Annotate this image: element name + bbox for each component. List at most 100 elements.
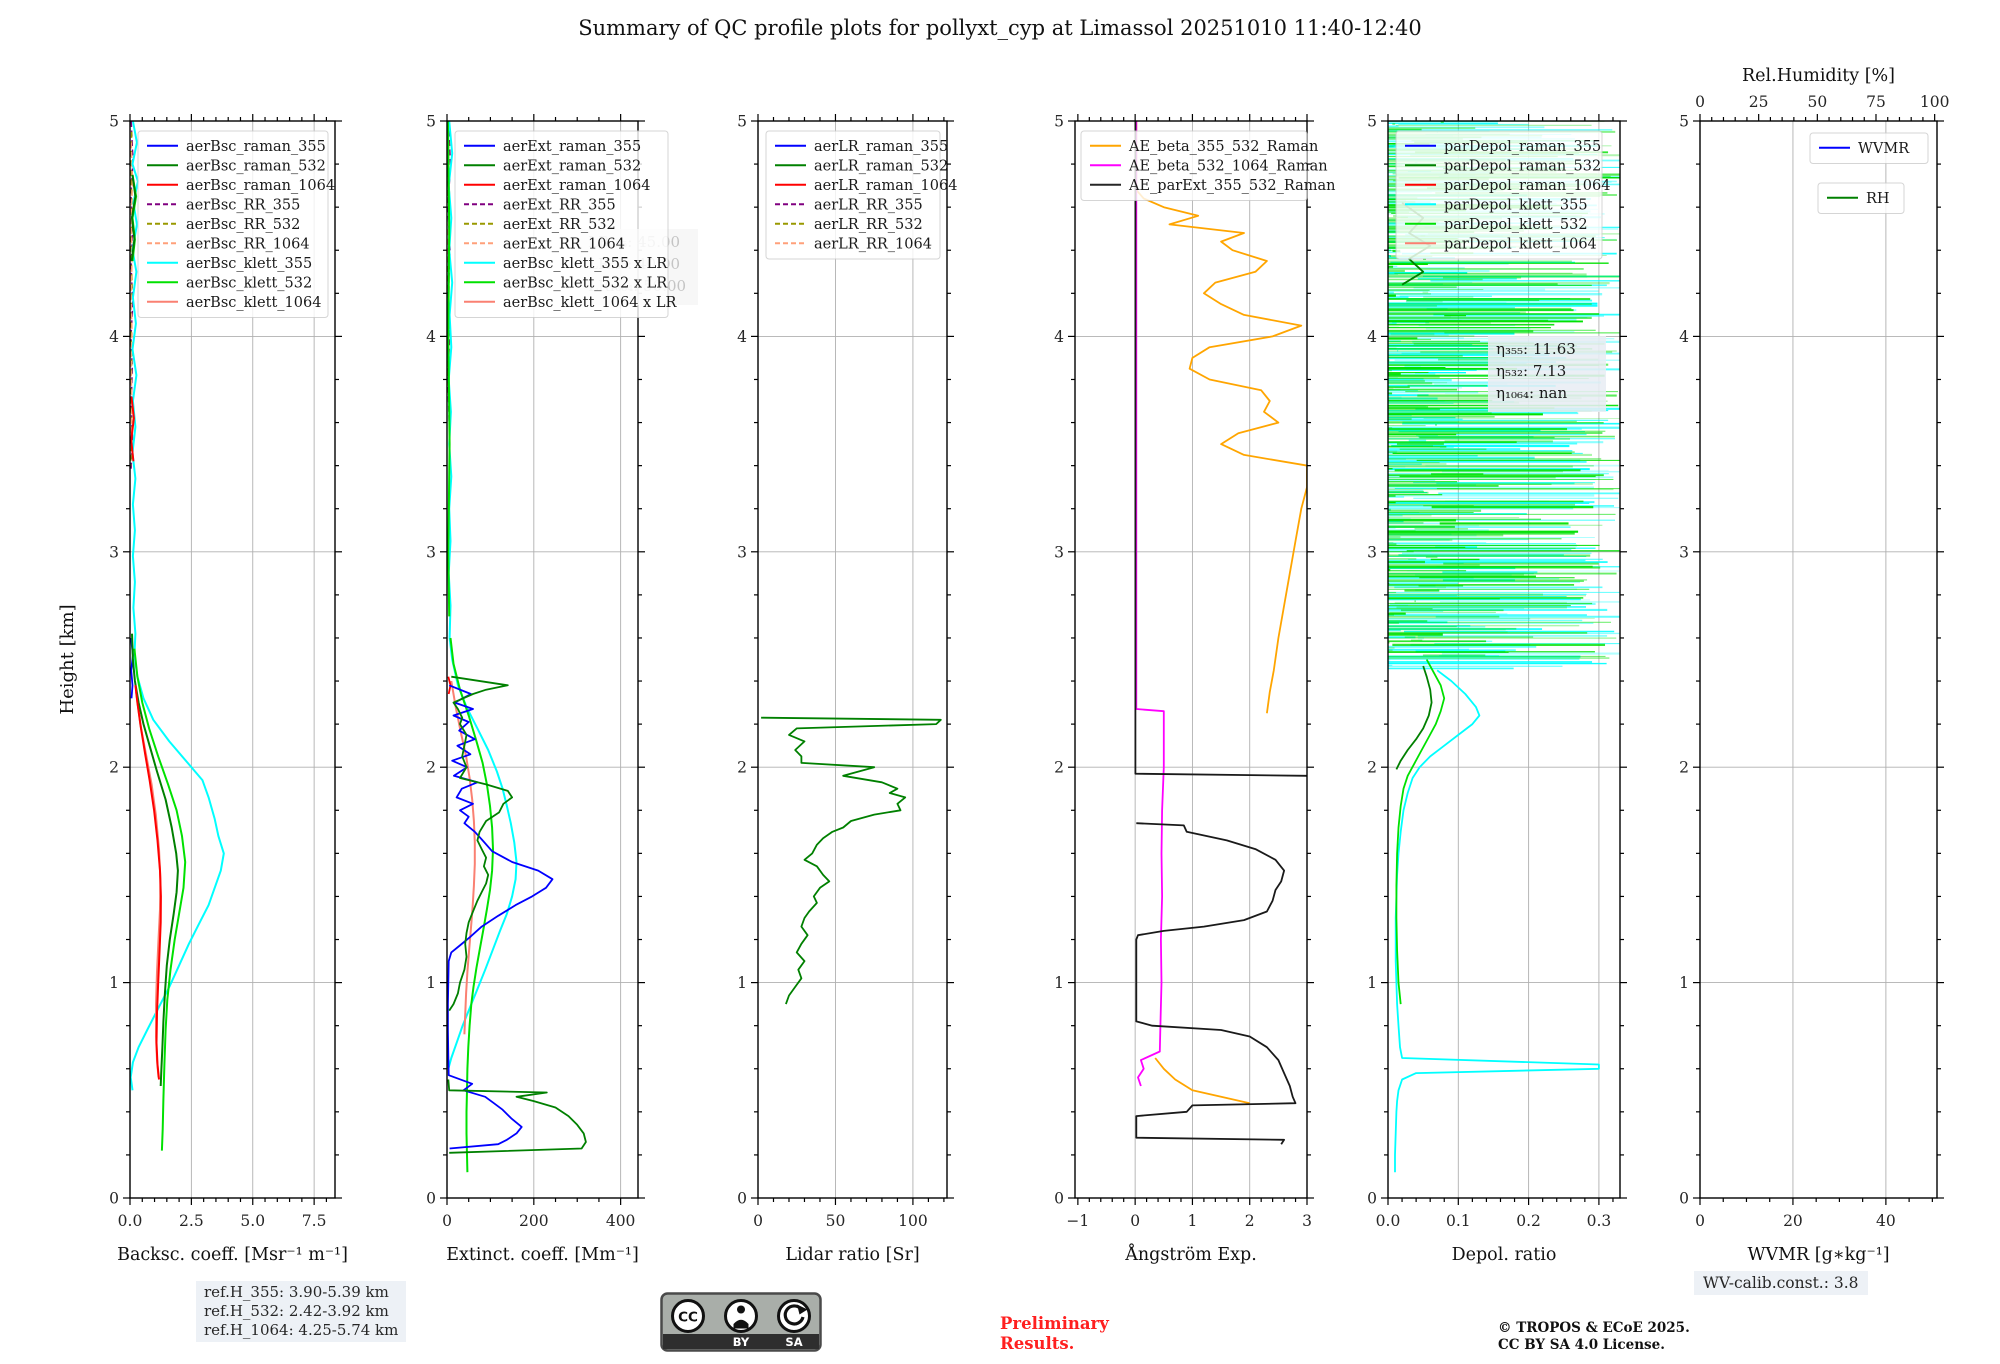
- legend-ext-0: aerExt_raman_355 aerExt_raman_532 aerExt_r…: [454, 130, 677, 318]
- legend-label-parDepol_raman_532: parDepol_raman_532: [1444, 158, 1601, 174]
- y-tick-label: 1: [1054, 974, 1064, 992]
- legend-label-aerBsc_klett_532 x LR: aerBsc_klett_532 x LR: [503, 275, 668, 291]
- axes-frame-ext: [446, 120, 639, 1199]
- preliminary-results-note: Preliminary Results.: [1000, 1314, 1109, 1353]
- x-tick-label: 7.5: [302, 1212, 327, 1230]
- legend-label-aerExt_RR_1064: aerExt_RR_1064: [503, 236, 625, 252]
- ticks-bsc: [123, 114, 342, 1205]
- y-tick-label: 2: [1054, 759, 1064, 777]
- legend-label-aerBsc_klett_532: aerBsc_klett_532: [186, 275, 312, 291]
- x-tick-label: 200: [519, 1212, 549, 1230]
- legend-label-aerLR_RR_532: aerLR_RR_532: [814, 217, 923, 233]
- ticks-lr: [751, 114, 954, 1205]
- series-aerExt_raman_532: [447, 1079, 587, 1154]
- person-head: [737, 1305, 745, 1314]
- top-tick-label: 100: [1920, 93, 1950, 111]
- x-tick-label: 0: [753, 1212, 763, 1230]
- legend-label-aerExt_RR_355: aerExt_RR_355: [503, 197, 616, 213]
- series-aerBsc_raman_1064: [130, 396, 135, 462]
- annotation-box-depol: η₃₅₅: 11.63 η₅₃₂: 7.13 η₁₀₆₄: nan: [1488, 336, 1606, 412]
- y-tick-label: 3: [737, 543, 747, 561]
- copyright-note: © TROPOS & ECoE 2025. CC BY SA 4.0 Licen…: [1498, 1320, 1690, 1353]
- legend-wvmr-1: RH: [1817, 182, 1905, 214]
- legend-label-aerExt_raman_532: aerExt_raman_532: [503, 158, 641, 174]
- series-AE_beta_355_532_Raman: [1154, 1057, 1250, 1105]
- legend-label-aerLR_raman_532: aerLR_raman_532: [814, 158, 948, 174]
- y-tick-label: 0: [737, 1190, 747, 1208]
- tick-labels-bsc: 0.0 2.5 5.0 7.5 0 1 2 3 4 5: [109, 113, 326, 1231]
- axes-frame-wvmr: [1699, 120, 1938, 1199]
- x-tick-label: 2: [1245, 1212, 1255, 1230]
- series-parDepol_klett_355: [1394, 669, 1600, 1173]
- x-tick-label: 100: [898, 1212, 928, 1230]
- x-axis-label-depol: Depol. ratio: [1452, 1245, 1557, 1265]
- axes-frame-bsc: [129, 120, 336, 1199]
- tick-labels-ext: 0 200 400 0 1 2 3 4 5: [426, 113, 635, 1231]
- y-tick-label: 5: [109, 113, 119, 131]
- y-tick-label: 4: [1054, 328, 1064, 346]
- legend-label-aerLR_RR_1064: aerLR_RR_1064: [814, 236, 932, 252]
- x-tick-label: 0.1: [1446, 1212, 1471, 1230]
- legend-label-aerBsc_klett_355 x LR: aerBsc_klett_355 x LR: [503, 256, 668, 272]
- y-tick-label: 3: [1054, 543, 1064, 561]
- y-tick-label: 4: [737, 328, 747, 346]
- legend-lr-0: aerLR_raman_355 aerLR_raman_532 aerLR_rama…: [765, 130, 957, 260]
- legend-bsc-0: aerBsc_raman_355 aerBsc_raman_532 aerBsc_r…: [137, 130, 335, 318]
- legend-label-aerLR_RR_355: aerLR_RR_355: [814, 197, 923, 213]
- legend-label-AE_beta_532_1064_Raman: AE_beta_532_1064_Raman: [1128, 158, 1328, 174]
- x-axis-label-ae: Ångström Exp.: [1124, 1244, 1257, 1265]
- ref-h-532: ref.H_532: 2.42-3.92 km: [204, 1302, 389, 1320]
- series-parDepol_raman_532: [1395, 665, 1433, 770]
- y-tick-label: 0: [1367, 1190, 1377, 1208]
- legend-label-aerExt_RR_532: aerExt_RR_532: [503, 217, 616, 233]
- y-tick-label: 2: [109, 759, 119, 777]
- cc-icon: [671, 1299, 705, 1333]
- x-tick-label: 0: [1130, 1212, 1140, 1230]
- x-tick-label: 1: [1187, 1212, 1197, 1230]
- axes-frame-lr: [757, 120, 948, 1199]
- top-tick-label: 75: [1866, 93, 1886, 111]
- sa-arrowhead: [797, 1304, 808, 1315]
- y-tick-label: 4: [426, 328, 436, 346]
- attribution-person-icon: [724, 1299, 758, 1333]
- badge-strip: [663, 1334, 819, 1349]
- legend-label-aerBsc_raman_532: aerBsc_raman_532: [186, 158, 326, 174]
- ticks-depol: [1381, 114, 1627, 1205]
- x-tick-label: 0: [442, 1212, 452, 1230]
- cc-by-sa-badge: CC BY SA: [660, 1292, 822, 1352]
- y-axis-label: Height [km]: [57, 604, 78, 714]
- legend-label-aerExt_raman_1064: aerExt_raman_1064: [503, 178, 650, 194]
- legend-label-AE_parExt_355_532_Raman: AE_parExt_355_532_Raman: [1128, 178, 1335, 194]
- legend-label-parDepol_klett_532: parDepol_klett_532: [1444, 217, 1588, 233]
- x-tick-label: 20: [1783, 1212, 1803, 1230]
- sa-arrow: [783, 1304, 805, 1326]
- top-axis-label: Rel.Humidity [%]: [1742, 66, 1895, 86]
- top-tick-label: 0: [1695, 93, 1705, 111]
- legend-label-WVMR: WVMR: [1858, 141, 1910, 157]
- y-tick-label: 0: [1679, 1190, 1689, 1208]
- x-tick-label: 0.2: [1516, 1212, 1541, 1230]
- y-tick-label: 1: [426, 974, 436, 992]
- series-aerBsc_raman_532: [130, 174, 137, 262]
- y-tick-label: 4: [1679, 328, 1689, 346]
- wv-calib-box: WV-calib.const.: 3.8: [1694, 1271, 1868, 1295]
- x-tick-label: 3: [1302, 1212, 1312, 1230]
- x-tick-label: 2.5: [179, 1212, 204, 1230]
- ticks-wvmr: [1693, 114, 1944, 1205]
- tick-labels-lr: 0 50 100 0 1 2 3 4 5: [737, 113, 928, 1231]
- series-aerExt_raman_532: [448, 675, 513, 1012]
- x-tick-label: −1: [1066, 1212, 1089, 1230]
- x-axis-label-lr: Lidar ratio [Sr]: [785, 1245, 919, 1265]
- x-tick-label: 0: [1695, 1212, 1705, 1230]
- x-tick-label: 40: [1876, 1212, 1896, 1230]
- series-parDepol_klett_532: [1395, 659, 1446, 1005]
- gridlines-wvmr: [1700, 121, 1937, 1198]
- y-tick-label: 1: [737, 974, 747, 992]
- legend-wvmr-0: WVMR: [1809, 132, 1929, 164]
- legend-label-aerBsc_RR_1064: aerBsc_RR_1064: [186, 236, 310, 252]
- x-tick-label: 50: [826, 1212, 846, 1230]
- x-axis-label-bsc: Backsc. coeff. [Msr⁻¹ m⁻¹]: [117, 1245, 348, 1265]
